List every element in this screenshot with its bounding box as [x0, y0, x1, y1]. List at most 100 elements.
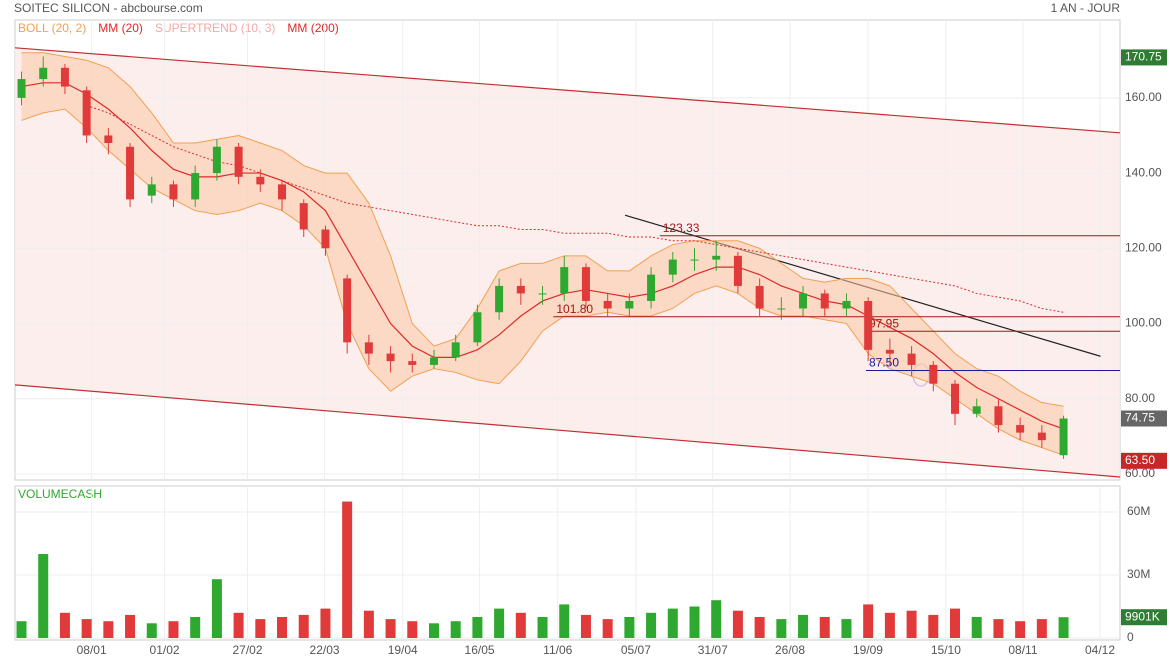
candle-body [495, 285, 504, 313]
volume-bar [298, 614, 309, 638]
volume-bar [428, 623, 439, 638]
volume-title: VOLUMECASH [18, 487, 102, 501]
candle-body [39, 67, 48, 80]
candle-body [690, 259, 699, 261]
candle-body [603, 300, 612, 309]
volume-bar [146, 623, 157, 638]
level-label: 123.33 [663, 221, 700, 235]
volume-bar [233, 612, 244, 638]
volume-marker-label: 9901K [1125, 609, 1160, 623]
candle-body [907, 353, 916, 365]
candle-body [17, 79, 26, 98]
x-tick-label: 16/05 [465, 643, 495, 657]
candle-body [820, 293, 829, 309]
candle-body [625, 300, 634, 309]
bollinger-fill [21, 52, 1064, 456]
y-tick-label: 160.00 [1125, 90, 1162, 104]
level-label: 97.95 [869, 316, 899, 330]
candle-body [82, 90, 91, 136]
x-tick-label: 15/10 [931, 643, 961, 657]
candle-body [1059, 418, 1068, 456]
y-tick-label: 120.00 [1125, 240, 1162, 254]
volume-tick-label: 30M [1127, 567, 1150, 581]
y-tick-label: 100.00 [1125, 316, 1162, 330]
volume-bar [342, 501, 353, 638]
x-tick-label: 27/02 [232, 643, 262, 657]
period-label: 1 AN - JOUR [1051, 1, 1121, 15]
candle-body [972, 406, 981, 414]
candle-body [951, 383, 960, 414]
legend-entry: MM (200) [287, 21, 338, 35]
volume-bar [494, 608, 505, 638]
price-marker-label: 63.50 [1125, 453, 1155, 467]
volume-bar [754, 617, 765, 638]
candle-body [755, 285, 764, 309]
candle-body [994, 406, 1003, 426]
level-label: 101.80 [556, 302, 593, 316]
volume-bar [798, 614, 809, 638]
x-tick-label: 08/01 [77, 643, 107, 657]
legend-entry: SUPERTREND (10, 3) [155, 21, 275, 35]
volume-marker-box [1121, 609, 1167, 626]
x-tick-label: 04/12 [1085, 643, 1115, 657]
volume-bar [993, 619, 1004, 638]
candle-body [473, 312, 482, 343]
candle-body [885, 349, 894, 354]
volume-bar [81, 619, 92, 638]
channel-upper [14, 47, 1121, 134]
volume-frame [14, 485, 1121, 641]
candle-body [668, 259, 677, 275]
candle-body [429, 357, 438, 365]
volume-bar [537, 617, 548, 638]
x-tick-label: 08/11 [1008, 643, 1037, 657]
candle-body [516, 285, 525, 294]
volume-bar [819, 617, 830, 638]
volume-bar [950, 608, 961, 638]
volume-bar [580, 614, 591, 638]
volume-bar [277, 617, 288, 638]
volume-bar [59, 612, 70, 638]
volume-bar [732, 610, 743, 638]
x-tick-label: 11/06 [543, 643, 572, 657]
volume-bar [450, 621, 461, 638]
candle-body [538, 293, 547, 295]
candle-body [451, 342, 460, 358]
volume-bar [928, 614, 939, 638]
candle-body [386, 353, 395, 362]
volume-bar [602, 619, 613, 638]
legend-entry: BOLL (20, 2) [18, 21, 86, 35]
candle-body [299, 203, 308, 230]
candle-body [126, 146, 135, 200]
legend-entry: MM (20) [98, 21, 143, 35]
volume-bar [125, 614, 136, 638]
chart-title: SOITEC SILICON - abcbourse.com [14, 1, 203, 15]
volume-bar [407, 621, 418, 638]
volume-bar [971, 617, 982, 638]
volume-tick-label: 60M [1127, 504, 1150, 518]
price-marker-label: 74.75 [1125, 411, 1155, 425]
bollinger-lower [21, 108, 1064, 456]
candle-body [408, 361, 417, 365]
x-tick-label: 01/02 [150, 643, 180, 657]
volume-bar [363, 610, 374, 638]
volume-bar [320, 608, 331, 638]
volume-bar [1058, 617, 1069, 638]
bollinger-upper [21, 52, 1064, 407]
volume-bar [472, 617, 483, 638]
volume-bar [863, 604, 874, 638]
channel-lower [14, 384, 1121, 478]
volume-bar [559, 604, 570, 638]
price-marker-box [1121, 410, 1167, 427]
candle-body [191, 173, 200, 200]
candle-body [343, 278, 352, 343]
volume-tick-label: 0 [1127, 630, 1134, 644]
candle-body [647, 274, 656, 301]
volume-bar [38, 554, 49, 638]
volume-bar [689, 606, 700, 638]
x-tick-label: 31/07 [698, 643, 728, 657]
volume-bar [103, 621, 114, 638]
candle-body [1037, 432, 1046, 441]
volume-bar [211, 579, 222, 638]
price-marker-box [1121, 452, 1167, 469]
volume-bar [776, 619, 787, 638]
